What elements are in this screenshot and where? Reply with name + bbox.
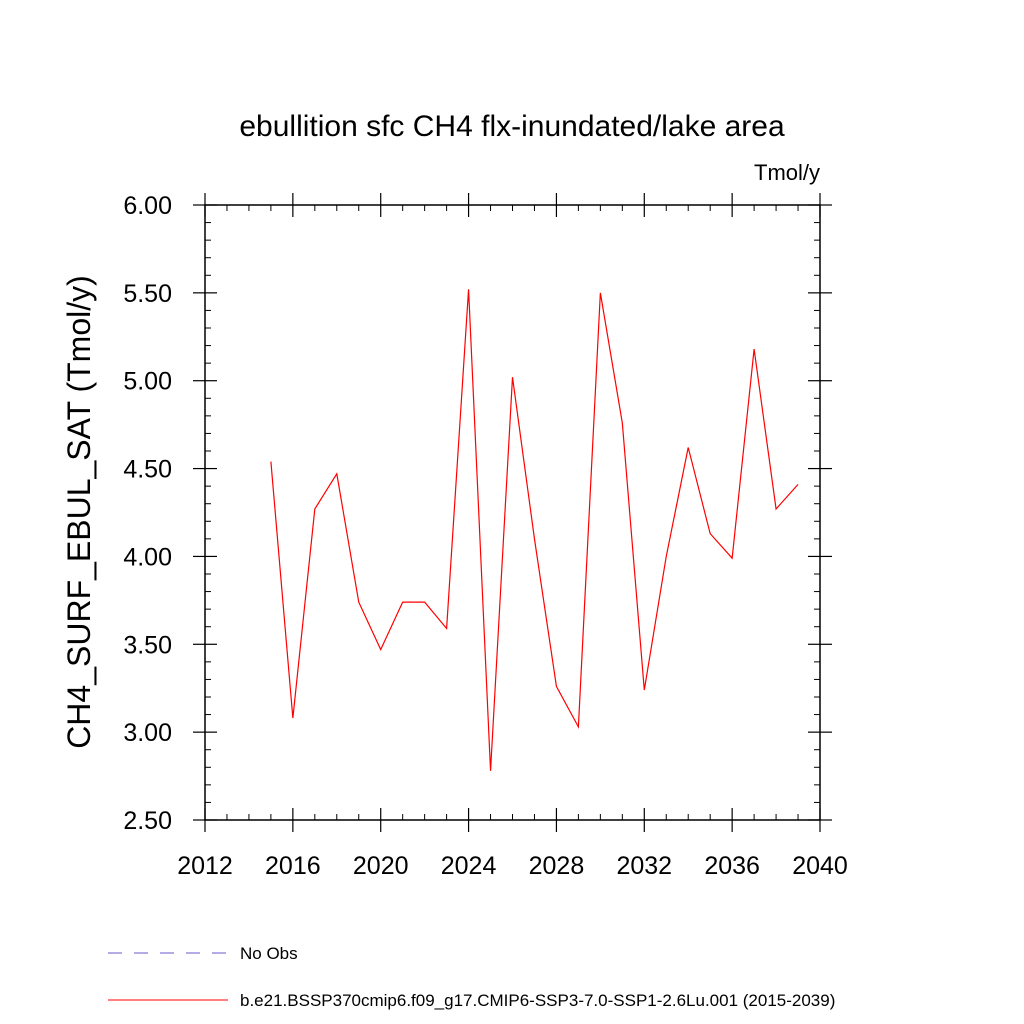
legend-label: b.e21.BSSP370cmip6.f09_g17.CMIP6-SSP3-7.… <box>240 991 835 1010</box>
x-tick-label: 2032 <box>616 852 672 880</box>
x-tick-label: 2016 <box>265 852 321 880</box>
y-tick-label: 2.50 <box>123 807 172 835</box>
y-tick-label: 5.50 <box>123 280 172 308</box>
legend: No Obs b.e21.BSSP370cmip6.f09_g17.CMIP6-S… <box>108 944 835 1010</box>
series-line <box>270 289 799 771</box>
x-tick-label: 2012 <box>177 852 233 880</box>
y-tick-label: 3.00 <box>123 719 172 747</box>
x-tick-label: 2020 <box>353 852 409 880</box>
x-tick-label: 2036 <box>704 852 760 880</box>
series-layer <box>270 289 799 771</box>
y-tick-label: 4.00 <box>123 543 172 571</box>
y-tick-label: 6.00 <box>123 192 172 220</box>
x-tick-label: 2028 <box>529 852 585 880</box>
y-tick-label: 4.50 <box>123 456 172 484</box>
y-tick-label: 5.00 <box>123 368 172 396</box>
legend-label: No Obs <box>240 944 298 963</box>
x-tick-label: 2024 <box>441 852 497 880</box>
plot-frame <box>204 204 821 821</box>
units-label: Tmol/y <box>754 160 820 185</box>
x-tick-label: 2040 <box>792 852 848 880</box>
y-tick-label: 3.50 <box>123 631 172 659</box>
chart-title: ebullition sfc CH4 flx-inundated/lake ar… <box>239 110 785 143</box>
y-axis-label: CH4_SURF_EBUL_SAT (Tmol/y) <box>61 275 97 749</box>
axis-ticks: 2012 2016 2020 2024 2028 2032 2036 2040 2.50 3.00… <box>123 192 847 880</box>
